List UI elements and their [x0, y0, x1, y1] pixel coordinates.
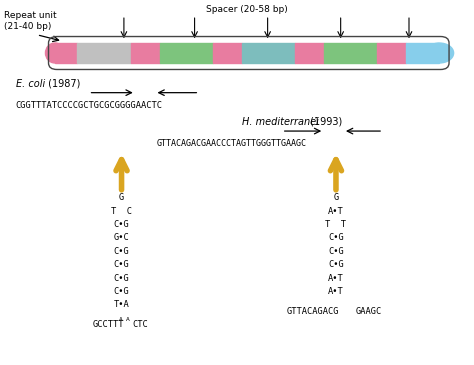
Text: C•G: C•G — [328, 260, 344, 269]
Bar — [295, 43, 324, 63]
Text: CGGTTTATCCCCGCTGCGCGGGGAACTC: CGGTTTATCCCCGCTGCGCGGGGAACTC — [16, 101, 163, 110]
Text: A: A — [126, 316, 130, 322]
Text: GTTACAGACGAACCCTAGTTGGGTTGAAGC: GTTACAGACGAACCCTAGTTGGGTTGAAGC — [157, 139, 307, 148]
Bar — [130, 43, 160, 63]
Text: A•T: A•T — [328, 287, 344, 296]
Text: Spacer (20-58 bp): Spacer (20-58 bp) — [206, 5, 287, 14]
Text: (1987): (1987) — [45, 79, 80, 89]
Text: G: G — [119, 193, 124, 202]
Text: Repeat unit: Repeat unit — [4, 11, 56, 20]
Bar — [212, 43, 242, 63]
Bar — [324, 43, 377, 63]
Bar — [377, 43, 406, 63]
Bar — [77, 43, 130, 63]
Text: C•G: C•G — [114, 247, 129, 256]
Text: G: G — [333, 193, 338, 202]
Text: E. coli: E. coli — [16, 79, 45, 89]
Text: GTTACAGACG: GTTACAGACG — [286, 307, 339, 316]
Text: C•G: C•G — [114, 274, 129, 283]
Text: C•G: C•G — [114, 287, 129, 296]
Text: C•G: C•G — [328, 234, 344, 242]
Text: H. mediterranei: H. mediterranei — [242, 117, 319, 127]
Text: T•A: T•A — [114, 300, 129, 310]
Bar — [242, 43, 295, 63]
Text: T  T: T T — [326, 220, 346, 229]
Text: (1993): (1993) — [307, 117, 342, 127]
Bar — [55, 43, 77, 63]
Text: C•G: C•G — [328, 247, 344, 256]
Ellipse shape — [425, 43, 454, 63]
Text: C•G: C•G — [114, 260, 129, 269]
Text: A•T: A•T — [328, 274, 344, 283]
Text: C•G: C•G — [114, 220, 129, 229]
Text: G•C: G•C — [114, 234, 129, 242]
Text: (21-40 bp): (21-40 bp) — [4, 22, 51, 31]
Text: GAAGC: GAAGC — [356, 307, 382, 316]
Text: CTC: CTC — [132, 320, 148, 329]
Text: T  C: T C — [111, 207, 132, 216]
Text: A•T: A•T — [328, 207, 344, 216]
Bar — [160, 43, 212, 63]
Text: A: A — [119, 316, 123, 322]
Text: GCCTTT: GCCTTT — [92, 320, 124, 329]
Ellipse shape — [46, 43, 64, 63]
Bar — [406, 43, 439, 63]
